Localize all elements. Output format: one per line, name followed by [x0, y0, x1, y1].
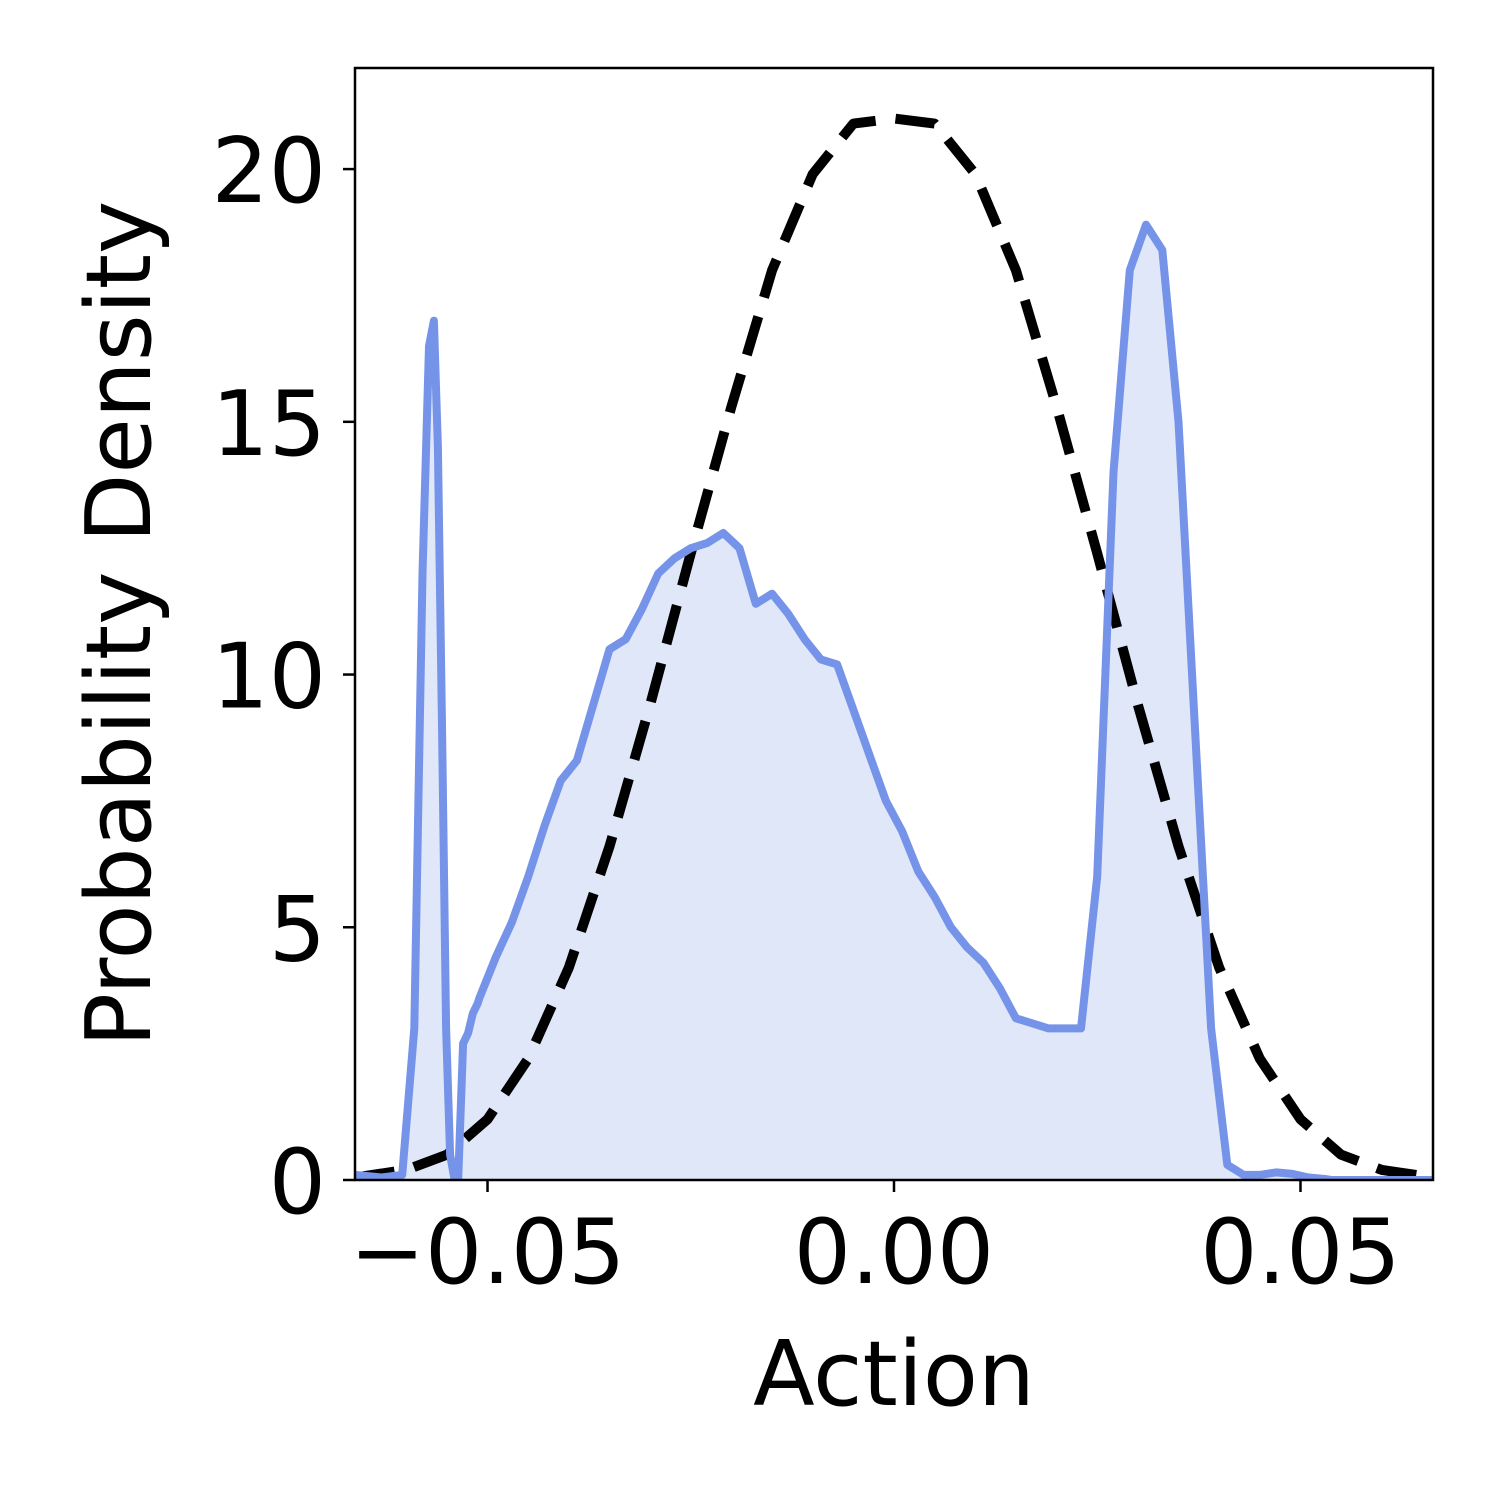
x-tick-label: 0.00 — [794, 1200, 994, 1305]
y-tick-label: 10 — [211, 625, 326, 730]
y-tick-label: 5 — [269, 877, 326, 982]
y-tick-label: 0 — [269, 1130, 326, 1235]
y-tick-label: 15 — [211, 372, 326, 477]
x-tick-label: 0.05 — [1200, 1200, 1400, 1305]
series-reference-line — [355, 113, 1433, 1180]
x-tick-label: −0.05 — [350, 1200, 626, 1305]
x-axis-label: Action — [753, 1322, 1035, 1427]
y-tick-label: 20 — [211, 119, 326, 224]
y-axis-label: Probability Density — [67, 201, 172, 1048]
series-empirical-fill — [355, 224, 1433, 1180]
